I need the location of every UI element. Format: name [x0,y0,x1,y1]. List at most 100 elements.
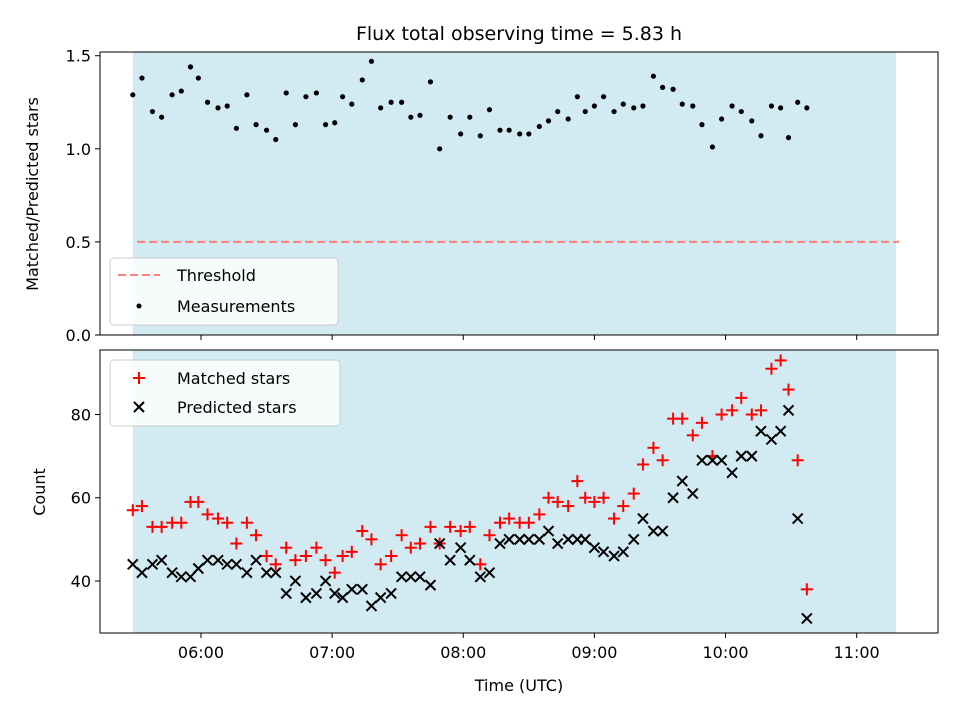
matched-star-point [483,529,496,542]
measurement-point [517,131,523,137]
top-panel: 0.0 0.5 1.0 1.5 Matched/Predicted stars Thr… [23,47,939,345]
matched-star-point [765,362,778,375]
matched-star-point [260,550,273,563]
matched-star-point [463,520,476,533]
measurements-legend-label: Measurements [177,297,295,316]
measurement-point [253,122,259,128]
measurement-point [545,118,552,124]
predicted-star-point [687,487,699,500]
matched-star-point [636,458,649,471]
x-tick-label: 06:00 [178,643,224,662]
matched-star-point [454,525,467,538]
measurement-point [795,99,801,105]
predicted-star-point [136,566,148,579]
measurement-point [130,92,136,98]
predicted-star-point [310,587,323,600]
matched-star-point [336,550,349,563]
matched-star-point [647,441,660,454]
predicted-star-point [230,558,243,571]
matched-star-point [280,541,293,554]
measurement-point [149,108,156,115]
measurement-point [273,136,279,143]
top-legend-box [109,257,339,326]
predicted-star-point [483,566,496,579]
matched-star-point [800,583,813,596]
measurement-point [497,127,503,133]
measurement-point [169,92,175,98]
bottom-y-ticks: 40 60 80 [71,406,100,591]
matched-star-point [385,550,398,563]
predicted-star-point [494,537,506,550]
predicted-star-point [617,546,629,558]
matched-star-point [250,529,263,542]
measurement-point [283,90,289,96]
measurement-point [738,108,744,115]
measurement-point [719,116,725,122]
matched-star-point [745,408,758,421]
predicted-star-point [562,533,574,546]
predicted-star-point [241,566,253,579]
predicted-star-point [127,558,139,571]
measurement-point [408,114,414,120]
matched-star-point [319,554,332,567]
measurement-point [555,108,561,115]
measurement-point [749,118,755,124]
predicted-stars-series [127,404,813,625]
predicted-star-point [300,591,312,604]
measurement-point [263,127,270,133]
measurement-point [785,135,792,141]
matched-star-point [310,541,323,554]
matched-star-point [230,537,243,550]
matched-star-point [533,508,546,521]
measurement-point [506,127,512,133]
matched-star-point [493,516,506,529]
matched-star-point [676,412,689,425]
top-x-ticks [200,335,858,340]
matched-star-point [328,566,341,579]
y-tick-label: 60 [71,489,91,508]
measurement-point [536,123,542,130]
matched-star-point [201,508,214,521]
matched-star-point [356,525,369,538]
predicted-star-point [329,587,341,600]
bottom-x-ticks: 06:00 07:00 08:00 09:00 10:00 11:00 [178,633,880,662]
matched-star-point [404,541,417,554]
matched-star-point [715,408,728,421]
measurement-point [699,122,705,128]
bottom-legend-box [109,359,341,427]
measurement-point [313,90,319,96]
measurement-points [130,58,810,152]
predicted-star-point [424,579,437,591]
predicted-star-point [346,583,358,596]
bottom-y-axis-label: Count [30,468,49,516]
measurement-point [574,94,580,100]
predicted-star-point [715,454,728,466]
measurement-point [322,122,329,128]
predicted-star-point [280,587,292,600]
measurement-point [417,112,423,118]
predicted-star-point [656,525,669,537]
matched-star-point [289,554,302,567]
measurement-point [631,105,637,111]
matched-legend-label: Matched stars [177,369,290,388]
predicted-star-point [791,512,804,525]
predicted-star-point [356,583,368,596]
predicted-star-point [637,512,649,525]
predicted-star-point [433,537,446,550]
matched-star-point [374,558,387,571]
bottom-legend: Matched stars Predicted stars [109,359,341,427]
measurement-point [467,114,473,120]
matched-star-point [726,404,739,417]
matched-star-point [299,550,312,563]
measurement-point [303,94,309,100]
predicted-star-point [270,566,282,579]
measurement-point [340,94,346,100]
measurement-point [477,133,483,139]
measurement-point [591,103,598,109]
matched-star-point [562,500,575,513]
predicted-star-point [192,562,205,575]
predicted-star-point [336,591,349,604]
predicted-star-point [765,433,778,446]
x-tick-label: 09:00 [571,643,617,662]
